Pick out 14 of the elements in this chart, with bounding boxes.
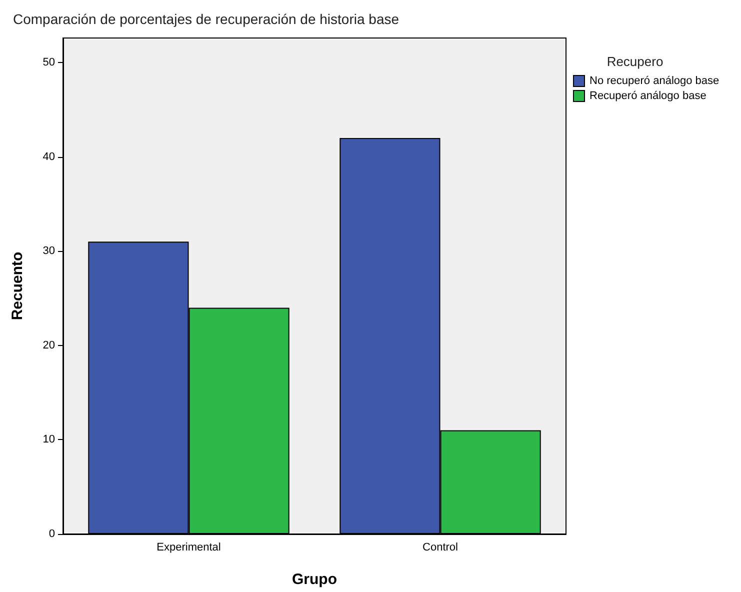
legend-title: Recupero [606,54,664,69]
y-axis-title: Recuento [9,252,26,320]
y-tick-label: 50 [42,56,55,69]
legend-label: No recuperó análogo base [590,75,720,87]
x-tick-label: Experimental [156,542,221,554]
y-tick-label: 0 [48,528,55,540]
legend-label: Recuperó análogo base [590,90,706,102]
chart-title: Comparación de porcentajes de recuperación de historia base [13,11,400,27]
y-tick-label: 10 [42,434,55,446]
y-tick-label: 20 [42,339,55,352]
y-tick-label: 30 [42,245,55,258]
x-axis-title: Grupo [292,571,337,588]
y-tick-label: 40 [42,150,55,163]
x-tick-label: Control [422,542,458,554]
